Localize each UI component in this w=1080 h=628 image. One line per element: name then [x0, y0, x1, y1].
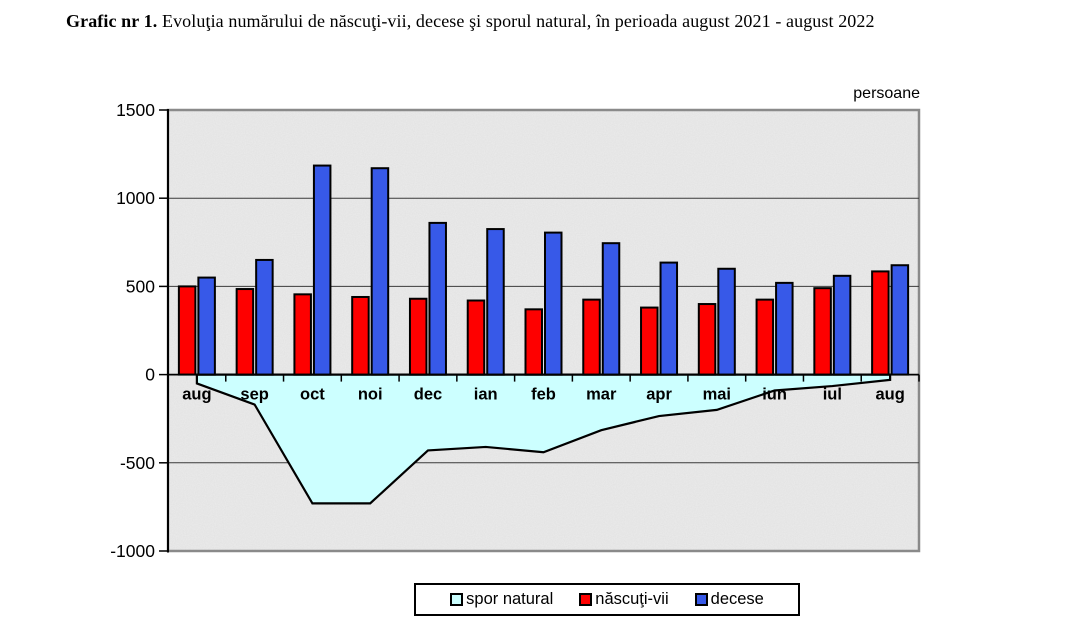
bar-decese: [255, 258, 274, 376]
legend-label-decese: decese: [710, 590, 764, 608]
bar-decese: [428, 221, 447, 376]
y-tick-label: 1500: [116, 100, 155, 120]
bar-decese: [370, 167, 390, 376]
bar-nascuti-vii: [582, 298, 601, 376]
bar-nascuti-vii: [640, 306, 659, 376]
legend-swatch-decese-icon: [694, 593, 708, 606]
plot-texture: [168, 110, 919, 551]
x-tick-label: noi: [358, 386, 383, 404]
bar-decese: [197, 276, 216, 376]
bars-nascuti-vii: [177, 270, 890, 376]
axis-unit-label: persoane: [853, 85, 920, 102]
bar-decese: [544, 231, 563, 376]
bar-nascuti-vii: [408, 297, 428, 376]
bar-decese: [486, 228, 505, 376]
chart-title-number: Grafic nr 1.: [66, 11, 158, 31]
bar-nascuti-vii: [293, 293, 312, 376]
bar-nascuti-vii: [813, 287, 832, 376]
x-tick-label: iul: [823, 386, 842, 404]
x-tick-label: mai: [703, 386, 731, 404]
x-tick-label: aug: [875, 386, 904, 404]
x-tick-label: apr: [646, 386, 672, 404]
chart-title: Grafic nr 1. Evoluţia numărului de născu…: [66, 11, 875, 32]
x-tick-label: mar: [586, 386, 617, 404]
bar-nascuti-vii: [466, 299, 486, 376]
bar-nascuti-vii: [524, 308, 543, 376]
bar-nascuti-vii: [351, 295, 370, 376]
bar-decese: [832, 274, 852, 376]
y-tick-label: 0: [145, 365, 155, 385]
bar-nascuti-vii: [177, 285, 197, 376]
legend-item-spor-natural: spor natural: [450, 590, 553, 609]
bar-nascuti-vii: [871, 270, 890, 376]
x-tick-label: dec: [414, 386, 442, 404]
legend-item-decese: decese: [694, 590, 764, 609]
bar-nascuti-vii: [697, 303, 717, 376]
bar-decese: [717, 267, 736, 376]
x-tick-label: oct: [300, 386, 325, 404]
area-series-spor-natural: [195, 373, 892, 505]
x-tick-label: ian: [474, 386, 498, 404]
legend-swatch-spor-natural-icon: [450, 593, 464, 606]
legend-swatch-nascuti-vii-icon: [579, 593, 593, 606]
x-axis: [167, 373, 920, 382]
y-tick-label: 500: [126, 276, 155, 296]
legend-label-nascuti-vii: născuţi-vii: [595, 590, 669, 608]
y-axis: [159, 109, 169, 553]
bar-decese: [890, 264, 910, 376]
y-tick-label: 1000: [116, 188, 155, 208]
bar-decese: [659, 261, 679, 376]
bar-decese: [601, 242, 621, 376]
bar-nascuti-vii: [235, 288, 255, 376]
legend-item-nascuti-vii: născuţi-vii: [579, 590, 669, 609]
y-tick-label: -500: [120, 453, 155, 473]
y-tick-label: -1000: [110, 541, 155, 561]
chart-legend: spor natural născuţi-vii decese: [414, 583, 800, 616]
x-tick-label: iun: [762, 386, 787, 404]
x-tick-label: sep: [240, 386, 268, 404]
bar-decese: [312, 164, 332, 376]
chart-title-text: Evoluţia numărului de născuţi-vii, deces…: [161, 11, 875, 31]
bar-decese: [775, 281, 794, 376]
x-tick-label: aug: [182, 386, 211, 404]
x-axis-labels: aug sep oct noi dec ian feb mar apr mai iun iul aug: [182, 386, 905, 404]
bar-nascuti-vii: [755, 298, 775, 376]
y-axis-labels: 1500 1000 500 0 -500 -1000: [110, 100, 155, 561]
legend-label-spor-natural: spor natural: [466, 590, 554, 608]
x-tick-label: feb: [531, 386, 556, 404]
